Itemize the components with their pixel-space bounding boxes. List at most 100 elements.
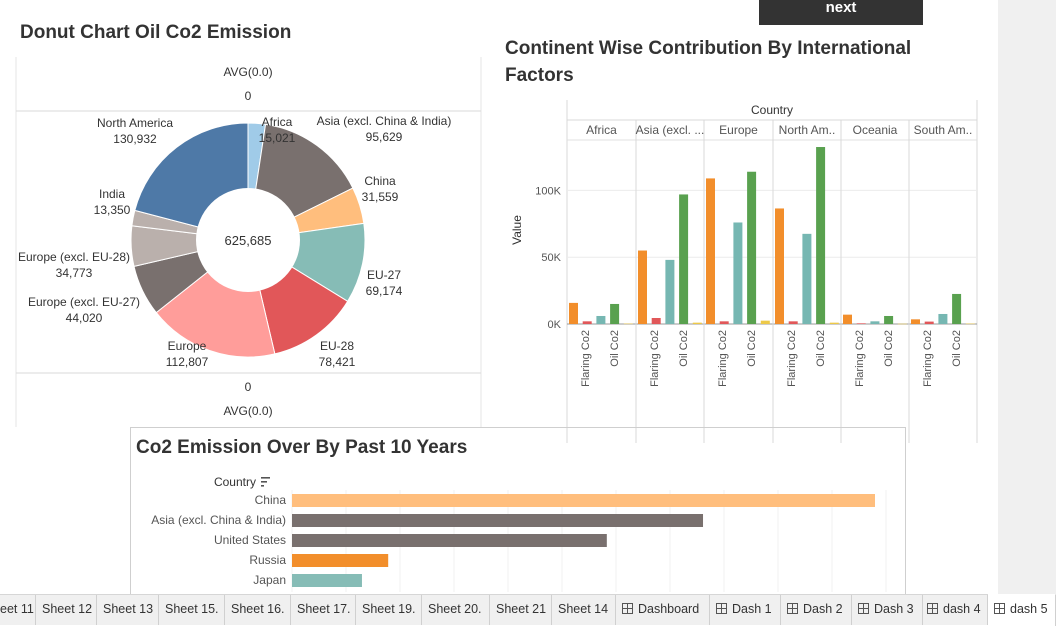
continent-panel-header: Oceania bbox=[853, 123, 898, 137]
sheet-tab[interactable]: dash 4 bbox=[921, 595, 988, 625]
dashboard-icon bbox=[994, 603, 1005, 614]
continent-panel-header: Asia (excl. ... bbox=[636, 123, 705, 137]
dashboard-icon bbox=[622, 603, 633, 614]
continent-bar[interactable] bbox=[829, 322, 839, 324]
continent-x-label: Oil Co2 bbox=[951, 330, 963, 367]
sheet-tab-label: Dash 1 bbox=[732, 602, 772, 616]
sheet-tab-label: Sheet 16. bbox=[231, 602, 285, 616]
sheet-tab[interactable]: Sheet 16. bbox=[225, 595, 291, 625]
continent-bar[interactable] bbox=[856, 323, 866, 324]
donut-label: China bbox=[364, 174, 396, 188]
continent-bar[interactable] bbox=[870, 321, 880, 324]
sheet-tab[interactable]: Sheet 20. bbox=[422, 595, 490, 625]
donut-value-label: 44,020 bbox=[66, 311, 103, 325]
continent-bar[interactable] bbox=[816, 147, 826, 324]
continent-bar[interactable] bbox=[679, 194, 689, 324]
continent-bar[interactable] bbox=[897, 323, 907, 325]
continent-bar[interactable] bbox=[582, 321, 592, 324]
continent-chart-title: Continent Wise Contribution By Internati… bbox=[505, 35, 911, 89]
sheet-tab[interactable]: Sheet 17. bbox=[291, 595, 356, 625]
sheet-tab-label: dash 5 bbox=[1010, 602, 1048, 616]
continent-bar[interactable] bbox=[924, 321, 934, 324]
continent-x-label: Flaring Co2 bbox=[786, 330, 798, 387]
continent-bar[interactable] bbox=[665, 259, 675, 324]
donut-value-label: 34,773 bbox=[56, 266, 93, 280]
sheet-tab[interactable]: Sheet 15. bbox=[159, 595, 225, 625]
continent-panel-header: Africa bbox=[586, 123, 617, 137]
continent-header: Country bbox=[751, 103, 793, 117]
continent-bar[interactable] bbox=[884, 315, 894, 324]
continent-bar[interactable] bbox=[747, 171, 757, 324]
continent-bar[interactable] bbox=[623, 323, 633, 325]
donut-label: Europe (excl. EU-27) bbox=[28, 295, 140, 309]
donut-avg-top: AVG(0.0) bbox=[223, 65, 272, 79]
dashboard-icon bbox=[716, 603, 727, 614]
continent-bar[interactable] bbox=[788, 321, 798, 324]
emission-bar[interactable] bbox=[292, 574, 362, 587]
continent-bar[interactable] bbox=[692, 322, 702, 324]
sheet-tab[interactable]: Dash 3 bbox=[852, 595, 923, 625]
sheet-tab-label: Sheet 19. bbox=[362, 602, 416, 616]
continent-bar[interactable] bbox=[569, 302, 578, 324]
sheet-tab[interactable]: Dashboard bbox=[616, 595, 710, 625]
continent-bar[interactable] bbox=[651, 317, 661, 324]
donut-label: Africa bbox=[262, 115, 293, 129]
continent-bar[interactable] bbox=[843, 314, 852, 324]
continent-bar[interactable] bbox=[719, 321, 729, 324]
continent-bar[interactable] bbox=[638, 250, 647, 324]
continent-bar[interactable] bbox=[775, 208, 784, 324]
emission-bar[interactable] bbox=[292, 534, 607, 547]
continent-x-label: Oil Co2 bbox=[883, 330, 895, 367]
donut-label: EU-27 bbox=[367, 268, 401, 282]
dashboard-icon bbox=[858, 603, 869, 614]
continent-bar[interactable] bbox=[938, 313, 948, 324]
sheet-tab[interactable]: Sheet 13 bbox=[97, 595, 159, 625]
sheet-tab[interactable]: Sheet 12 bbox=[36, 595, 97, 625]
next-button[interactable]: next bbox=[759, 0, 923, 25]
sheet-tab-label: dash 4 bbox=[943, 602, 981, 616]
emission-bar[interactable] bbox=[292, 554, 389, 567]
donut-chart-title: Donut Chart Oil Co2 Emission bbox=[20, 22, 292, 43]
continent-bar[interactable] bbox=[965, 323, 975, 325]
continent-bar[interactable] bbox=[610, 303, 620, 324]
donut-label: Europe bbox=[168, 339, 207, 353]
sheet-tab[interactable]: Sheet 14 bbox=[552, 595, 616, 625]
sheet-tab[interactable]: eet 11 bbox=[0, 595, 36, 625]
sort-icon[interactable] bbox=[261, 477, 270, 487]
emission-category-label: United States bbox=[214, 533, 286, 547]
continent-bar[interactable] bbox=[733, 222, 743, 324]
emission-bar[interactable] bbox=[292, 494, 875, 507]
continent-bar[interactable] bbox=[802, 233, 812, 324]
sheet-tab[interactable]: Dash 1 bbox=[710, 595, 781, 625]
sheet-tab-label: Dash 2 bbox=[803, 602, 843, 616]
donut-center-total: 625,685 bbox=[225, 233, 272, 248]
donut-chart: AVG(0.0) 0 0 AVG(0.0) 625,685 Africa 15,0… bbox=[15, 57, 482, 427]
sheet-tab[interactable]: dash 5 bbox=[988, 594, 1056, 626]
continent-x-label: Flaring Co2 bbox=[922, 330, 934, 387]
donut-value-label: 78,421 bbox=[319, 355, 356, 369]
continent-bar[interactable] bbox=[760, 320, 770, 324]
continent-bar[interactable] bbox=[911, 319, 920, 324]
continent-y-axis-label: Value bbox=[510, 215, 524, 245]
continent-x-label: Flaring Co2 bbox=[649, 330, 661, 387]
continent-x-label: Oil Co2 bbox=[746, 330, 758, 367]
donut-label: Asia (excl. China & India) bbox=[317, 114, 452, 128]
continent-panel-header: South Am.. bbox=[914, 123, 973, 137]
donut-value-label: 95,629 bbox=[366, 130, 403, 144]
sheet-tab-label: Dashboard bbox=[638, 602, 700, 616]
donut-label: EU-28 bbox=[320, 339, 354, 353]
sheet-tab-label: Dash 3 bbox=[874, 602, 914, 616]
donut-value-label: 13,350 bbox=[94, 203, 131, 217]
sheet-tab[interactable]: Dash 2 bbox=[781, 595, 852, 625]
continent-bar[interactable] bbox=[952, 293, 962, 324]
scrollbar-strip bbox=[998, 0, 1056, 594]
sheet-tab[interactable]: Sheet 21 bbox=[490, 595, 552, 625]
continent-y-tick-label: 0K bbox=[548, 319, 562, 331]
continent-bar[interactable] bbox=[706, 178, 715, 324]
sheet-tab[interactable]: Sheet 19. bbox=[356, 595, 422, 625]
donut-zero-bottom: 0 bbox=[245, 380, 252, 394]
emission-bar[interactable] bbox=[292, 514, 704, 527]
continent-bar[interactable] bbox=[596, 315, 606, 324]
continent-y-tick-label: 100K bbox=[535, 185, 561, 197]
sheet-tab-label: Sheet 21 bbox=[496, 602, 547, 616]
